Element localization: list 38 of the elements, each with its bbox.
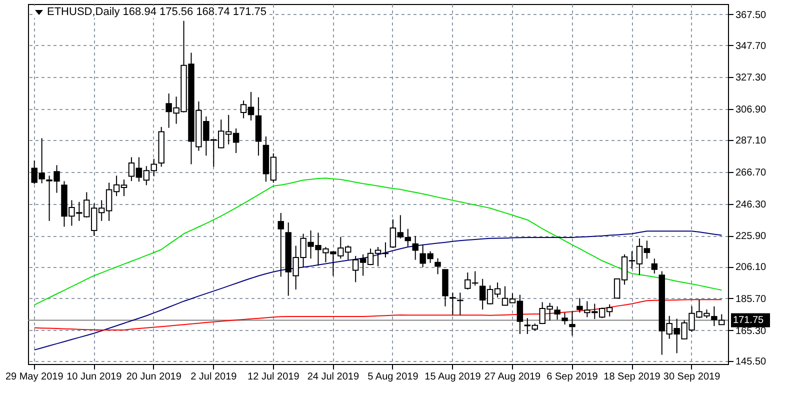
x-tick-label: 12 Jul 2019	[248, 372, 300, 382]
x-tick-label: 15 Aug 2019	[424, 372, 482, 382]
candlestick	[569, 311, 576, 336]
line-series	[34, 230, 722, 350]
x-tick-label: 6 Sep 2019	[546, 372, 598, 382]
x-tick-label: 5 Aug 2019	[368, 372, 419, 382]
chart-title: ETHUSD,Daily 168.94 175.56 168.74 171.75	[47, 6, 267, 18]
y-tick-label: 206.10	[736, 262, 767, 274]
y-tick-label: 306.90	[736, 104, 767, 116]
ref-line-label: 171.75	[733, 315, 764, 326]
y-tick-label: 327.30	[736, 72, 767, 84]
candlestick	[450, 292, 456, 316]
x-tick-label: 24 Jul 2019	[307, 372, 360, 382]
y-tick-label: 246.30	[736, 199, 767, 210]
candlestick	[434, 258, 441, 275]
candlestick	[562, 312, 568, 325]
y-tick-label: 145.50	[736, 356, 767, 368]
candlestick	[457, 292, 464, 316]
candlestick	[651, 258, 658, 274]
y-tick-label: 165.30	[736, 326, 767, 337]
candlestick	[554, 306, 560, 320]
y-tick-label: 225.90	[736, 231, 767, 242]
x-tick-label: 29 May 2019	[5, 372, 64, 382]
x-tick-label: 2 Jul 2019	[190, 372, 238, 382]
y-tick-label: 287.10	[736, 136, 767, 147]
x-tick-label: 18 Sep 2019	[604, 372, 661, 382]
candlestick	[412, 235, 418, 260]
x-tick-label: 10 Jun 2019	[66, 372, 122, 382]
x-tick-label: 20 Jun 2019	[126, 372, 182, 382]
line-series	[34, 178, 722, 306]
x-tick-label: 27 Aug 2019	[484, 372, 541, 382]
y-tick-label: 347.70	[736, 40, 767, 52]
y-tick-label: 185.70	[736, 294, 767, 305]
line-series	[34, 299, 722, 330]
candlestick	[278, 212, 284, 278]
y-tick-label: 266.70	[736, 167, 767, 178]
x-tick-label: 30 Sep 2019	[663, 372, 721, 382]
y-tick-label: 367.50	[736, 10, 767, 21]
